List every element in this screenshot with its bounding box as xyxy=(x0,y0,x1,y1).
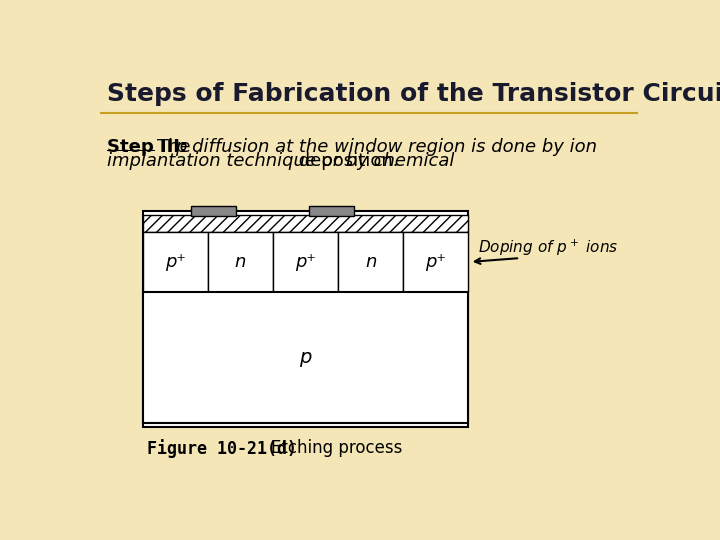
Bar xyxy=(403,232,468,292)
Bar xyxy=(310,206,354,217)
Bar xyxy=(143,215,468,232)
Bar xyxy=(338,232,403,292)
Bar xyxy=(273,232,338,292)
Bar xyxy=(143,292,468,423)
Text: Steps of Fabrication of the Transistor Circuit:: Steps of Fabrication of the Transistor C… xyxy=(107,82,720,106)
Text: p: p xyxy=(300,348,312,367)
Bar xyxy=(208,232,273,292)
Bar xyxy=(191,206,235,217)
Text: Doping of $p^+$ ions: Doping of $p^+$ ions xyxy=(477,238,618,258)
Bar xyxy=(107,150,155,151)
Text: Etching process: Etching process xyxy=(250,439,402,457)
Text: Step III:: Step III: xyxy=(107,138,187,156)
Text: The: The xyxy=(158,138,197,156)
Bar xyxy=(143,211,468,427)
Bar xyxy=(143,232,208,292)
Text: n: n xyxy=(365,253,377,271)
Text: n: n xyxy=(235,253,246,271)
Text: Figure 10-21(d): Figure 10-21(d) xyxy=(147,439,297,458)
Text: deposition.: deposition. xyxy=(293,152,399,170)
Text: p⁺: p⁺ xyxy=(426,253,446,271)
Text: p⁺: p⁺ xyxy=(165,253,186,271)
Text: p⁺: p⁺ xyxy=(295,253,316,271)
Text: implantation technique or by chemical: implantation technique or by chemical xyxy=(107,152,454,170)
Text: p diffusion at the window region is done by ion: p diffusion at the window region is done… xyxy=(175,138,598,156)
